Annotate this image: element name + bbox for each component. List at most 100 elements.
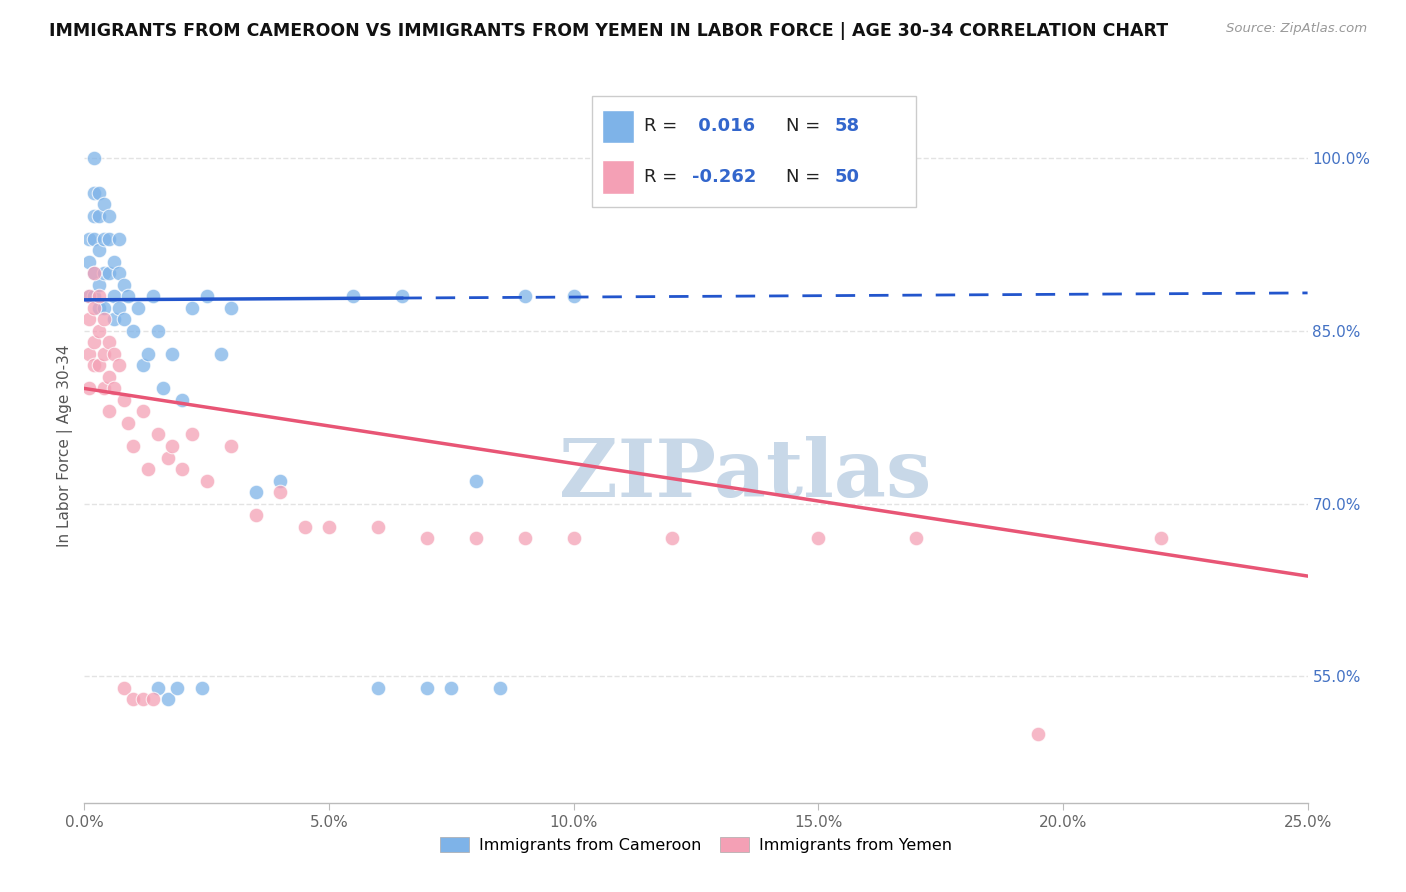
Point — [807, 531, 830, 545]
Point — [146, 324, 169, 338]
Point — [513, 531, 536, 545]
Point — [562, 531, 585, 545]
Point — [97, 335, 120, 350]
Point — [83, 186, 105, 200]
Point — [77, 232, 100, 246]
Point — [77, 312, 100, 326]
Point — [209, 347, 232, 361]
Legend: Immigrants from Cameroon, Immigrants from Yemen: Immigrants from Cameroon, Immigrants fro… — [434, 830, 957, 859]
Point — [77, 381, 100, 395]
Point — [117, 289, 139, 303]
Point — [1150, 531, 1173, 545]
Point — [195, 474, 218, 488]
Point — [103, 289, 125, 303]
Point — [152, 381, 174, 395]
Point — [93, 312, 115, 326]
Point — [77, 289, 100, 303]
Point — [146, 681, 169, 695]
Point — [132, 692, 155, 706]
Point — [117, 416, 139, 430]
Point — [132, 404, 155, 418]
Y-axis label: In Labor Force | Age 30-34: In Labor Force | Age 30-34 — [58, 344, 73, 548]
Point — [269, 474, 291, 488]
Point — [122, 692, 145, 706]
Point — [562, 289, 585, 303]
Point — [112, 312, 135, 326]
Point — [83, 289, 105, 303]
Point — [97, 370, 120, 384]
Point — [136, 462, 159, 476]
Point — [83, 151, 105, 165]
Point — [294, 519, 316, 533]
Point — [219, 439, 242, 453]
Point — [172, 462, 194, 476]
Point — [1028, 727, 1050, 741]
Point — [513, 289, 536, 303]
Point — [112, 681, 135, 695]
Point — [107, 359, 129, 373]
Point — [181, 427, 204, 442]
Point — [83, 301, 105, 315]
Point — [103, 255, 125, 269]
Point — [87, 301, 110, 315]
Point — [146, 427, 169, 442]
Point — [127, 301, 149, 315]
Point — [112, 392, 135, 407]
Point — [97, 232, 120, 246]
Point — [489, 681, 512, 695]
Point — [93, 301, 115, 315]
Point — [97, 266, 120, 280]
Point — [103, 381, 125, 395]
Point — [93, 381, 115, 395]
Point — [93, 347, 115, 361]
Point — [245, 485, 267, 500]
Point — [103, 347, 125, 361]
Point — [269, 485, 291, 500]
Point — [83, 266, 105, 280]
Point — [93, 266, 115, 280]
Point — [83, 209, 105, 223]
Point — [661, 531, 683, 545]
Point — [172, 392, 194, 407]
Point — [391, 289, 413, 303]
Point — [132, 359, 155, 373]
Point — [416, 531, 439, 545]
Point — [87, 289, 110, 303]
Text: IMMIGRANTS FROM CAMEROON VS IMMIGRANTS FROM YEMEN IN LABOR FORCE | AGE 30-34 COR: IMMIGRANTS FROM CAMEROON VS IMMIGRANTS F… — [49, 22, 1168, 40]
Point — [93, 197, 115, 211]
Point — [97, 404, 120, 418]
Point — [107, 301, 129, 315]
Point — [112, 277, 135, 292]
Point — [318, 519, 340, 533]
Point — [191, 681, 214, 695]
Point — [87, 277, 110, 292]
Point — [122, 324, 145, 338]
Point — [142, 289, 165, 303]
Point — [367, 519, 389, 533]
Point — [107, 232, 129, 246]
Point — [162, 347, 184, 361]
Point — [166, 681, 188, 695]
Point — [905, 531, 928, 545]
Point — [97, 209, 120, 223]
Point — [142, 692, 165, 706]
Point — [245, 508, 267, 522]
Point — [156, 692, 179, 706]
Point — [416, 681, 439, 695]
Point — [87, 244, 110, 258]
Point — [162, 439, 184, 453]
Point — [219, 301, 242, 315]
Text: ZIPatlas: ZIPatlas — [558, 435, 931, 514]
Text: Source: ZipAtlas.com: Source: ZipAtlas.com — [1226, 22, 1367, 36]
Point — [77, 255, 100, 269]
Point — [83, 266, 105, 280]
Point — [136, 347, 159, 361]
Point — [181, 301, 204, 315]
Point — [367, 681, 389, 695]
Point — [103, 312, 125, 326]
Point — [87, 186, 110, 200]
Point — [83, 359, 105, 373]
Point — [87, 209, 110, 223]
Point — [107, 266, 129, 280]
Point — [156, 450, 179, 465]
